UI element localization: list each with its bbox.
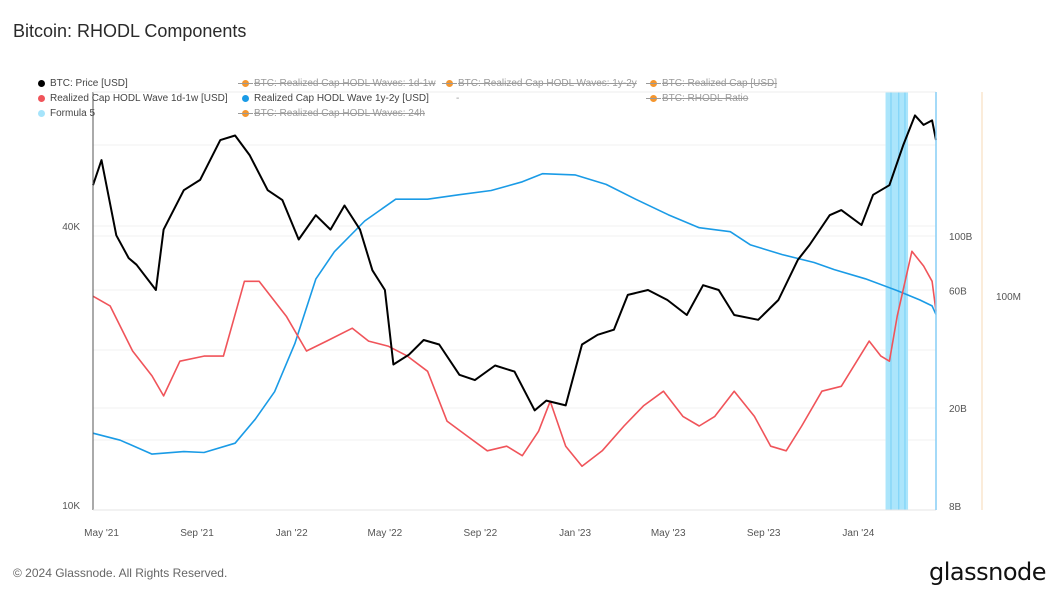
legend-item-btc-price[interactable]: BTC: Price [USD] [38, 78, 128, 89]
x-tick-label: May '21 [84, 528, 119, 539]
x-tick-label: Sep '21 [180, 528, 214, 539]
legend-label: BTC: RHODL Ratio [662, 93, 749, 104]
copyright: © 2024 Glassnode. All Rights Reserved. [13, 566, 228, 580]
legend-label: BTC: Realized Cap HODL Waves: 24h [254, 108, 425, 119]
legend-item-realized-cap[interactable]: BTC: Realized Cap [USD] [646, 78, 778, 89]
legend-dot-icon [38, 95, 45, 102]
legend-dot-icon [238, 110, 253, 117]
btc-price-line [92, 114, 937, 412]
y-tick-label-cap: 100B [949, 232, 973, 243]
legend-dot-icon [646, 95, 661, 102]
legend-dot-icon [242, 95, 249, 102]
legend-item-blank[interactable]: - [456, 93, 459, 104]
legend-item-hodl-waves-1d-1w[interactable]: BTC: Realized Cap HODL Waves: 1d-1w [238, 78, 436, 89]
y-tick-label-price: 10K [62, 501, 80, 512]
legend-dot-icon [646, 80, 661, 87]
glassnode-logo: glassnode [928, 558, 1047, 586]
hodl-1y-2y-line [92, 172, 937, 455]
legend-label: BTC: Price [USD] [50, 78, 128, 89]
y-axis-ticks: 10K 40K 8B 20B 60B 100B 100M [62, 222, 1021, 513]
x-axis-ticks: May '21 Sep '21 Jan '22 May '22 Sep '22 Jan '… [84, 528, 875, 539]
legend-item-hodl-waves-24h[interactable]: BTC: Realized Cap HODL Waves: 24h [238, 108, 425, 119]
chart-title: Bitcoin: RHODL Components [13, 21, 247, 41]
x-tick-label: Sep '23 [747, 528, 781, 539]
legend-item-formula-5[interactable]: Formula 5 [38, 108, 95, 119]
legend-label: Realized Cap HODL Wave 1d-1w [USD] [50, 93, 228, 104]
legend-label: BTC: Realized Cap HODL Waves: 1y-2y [458, 78, 637, 89]
legend-dot-icon [38, 110, 45, 117]
legend-item-hodl-waves-1y-2y[interactable]: BTC: Realized Cap HODL Waves: 1y-2y [442, 78, 637, 89]
legend-item-1y-2y[interactable]: Realized Cap HODL Wave 1y-2y [USD] [242, 93, 429, 104]
x-tick-label: Jan '22 [276, 528, 308, 539]
y-tick-label-ratio: 100M [996, 292, 1021, 303]
legend-item-rhodl-ratio[interactable]: BTC: RHODL Ratio [646, 93, 749, 104]
legend-item-1d-1w[interactable]: Realized Cap HODL Wave 1d-1w [USD] [38, 93, 228, 104]
series-group [92, 114, 937, 468]
grid [93, 144, 936, 441]
y-tick-label-cap: 20B [949, 404, 967, 415]
legend-label: BTC: Realized Cap HODL Waves: 1d-1w [254, 78, 436, 89]
formula-5-bands [885, 92, 937, 510]
hodl-1d-1w-line [92, 250, 937, 468]
x-tick-label: Jan '24 [842, 528, 874, 539]
y-tick-label-cap: 8B [949, 502, 962, 513]
legend-dot-icon [238, 80, 253, 87]
legend-label: BTC: Realized Cap [USD] [662, 78, 778, 89]
x-tick-label: Sep '22 [464, 528, 498, 539]
legend-label: Realized Cap HODL Wave 1y-2y [USD] [254, 93, 429, 104]
legend-label: - [456, 93, 460, 104]
legend-dot-icon [38, 80, 45, 87]
legend: BTC: Price [USD] Realized Cap HODL Wave … [0, 0, 1060, 130]
x-tick-label: May '23 [651, 528, 686, 539]
axes [92, 91, 983, 511]
x-tick-label: Jan '23 [559, 528, 591, 539]
legend-label: Formula 5 [50, 108, 96, 119]
y-tick-label-price: 40K [62, 222, 80, 233]
y-tick-label-cap: 60B [949, 287, 967, 298]
legend-dot-icon [442, 80, 457, 87]
x-tick-label: May '22 [368, 528, 403, 539]
